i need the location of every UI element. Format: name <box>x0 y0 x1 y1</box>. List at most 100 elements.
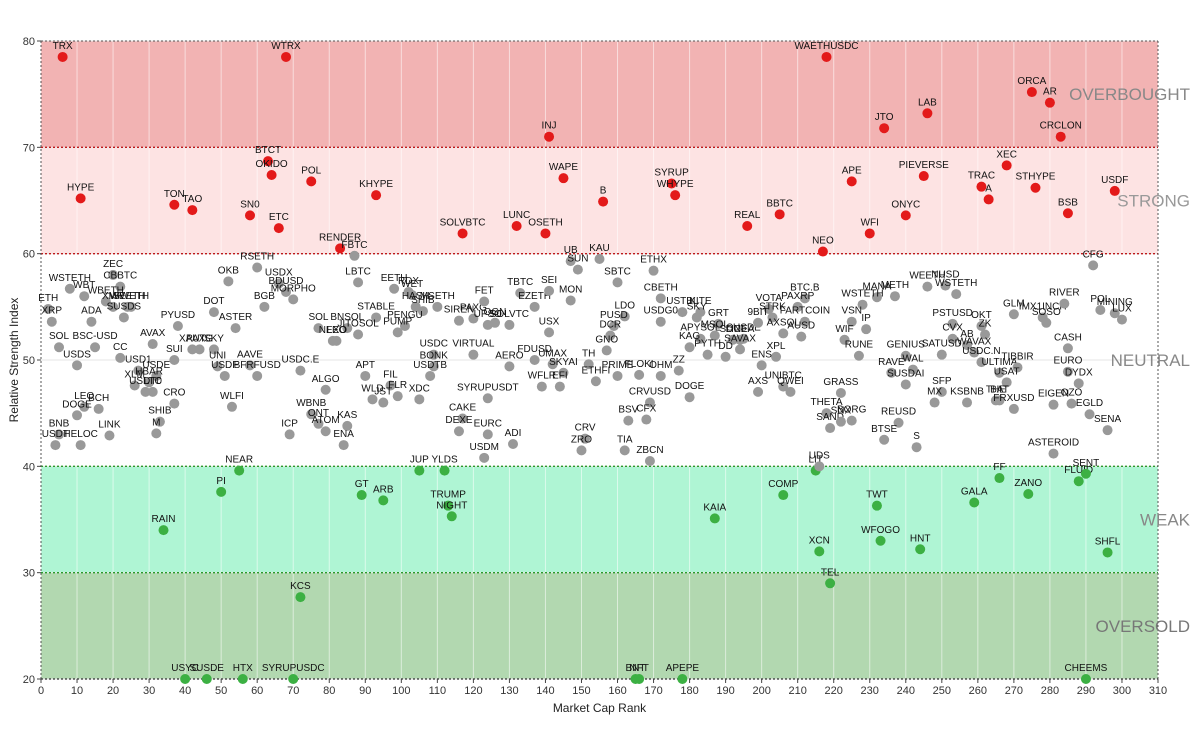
point-label-linea: LINEA <box>726 324 755 335</box>
point-bnsol <box>342 323 353 334</box>
point-wtrx <box>281 51 292 62</box>
point-label-bnb: BNB <box>49 418 70 429</box>
point-wape <box>558 173 569 184</box>
point-label-eeth: EETH <box>381 273 408 284</box>
point-xec <box>1001 160 1012 171</box>
point-aero <box>504 361 515 372</box>
point-label-rain: RAIN <box>152 514 176 525</box>
point-nexo <box>327 335 338 346</box>
point-label-weeth2: WEETH <box>909 271 945 282</box>
point-dydx <box>1073 378 1084 389</box>
point-label-umax: UMAX <box>538 348 567 359</box>
point-sena <box>1102 425 1113 436</box>
point-label-ustbl: USTBL <box>666 296 699 307</box>
point-label-onyc: ONYC <box>891 199 920 210</box>
point-htx <box>237 674 248 684</box>
point-label-arb: ARB <box>373 484 394 495</box>
point-zz <box>673 365 684 376</box>
point-lbtc <box>353 277 364 288</box>
point-sdcl <box>727 334 738 345</box>
point-pyth <box>702 349 713 360</box>
point-label-ab: AB <box>960 329 974 340</box>
point-label-cvx: CVX <box>942 323 963 334</box>
point-usdc-n <box>976 357 987 368</box>
point-label-unibtc: UNIBTC <box>765 371 802 382</box>
point-fluid <box>1073 476 1084 487</box>
point-label-avax: AVAX <box>140 328 166 339</box>
point-label-usyc: USYC <box>171 663 199 674</box>
point-doge <box>72 410 83 421</box>
point-wsteth3 <box>951 289 962 300</box>
point-label-wtrx: WTRX <box>271 41 301 52</box>
point-nft <box>634 674 645 684</box>
point-th <box>583 359 594 370</box>
point-label-link: LINK <box>98 419 121 430</box>
point-label-lunc: LUNC <box>503 210 530 221</box>
point-usde <box>151 370 162 381</box>
point-label-usds: USDS <box>63 349 91 360</box>
point-label-gno: GNO <box>595 334 618 345</box>
point-ustbl <box>677 307 688 318</box>
point-label-ezeth: EZETH <box>518 291 551 302</box>
point-label-kas: KAS <box>337 410 357 421</box>
point-bbtc <box>774 209 785 220</box>
point-axs <box>753 386 764 397</box>
point-xmr <box>108 301 119 312</box>
point-label-sn0: SN0 <box>240 199 260 210</box>
point-label-solvbtc: SOLVBTC <box>440 217 486 228</box>
point-fet <box>479 296 490 307</box>
point-syrup <box>666 178 677 189</box>
point-soso <box>1041 317 1052 328</box>
point-mon <box>565 295 576 306</box>
point-bonk <box>428 361 439 372</box>
point-label-bdusd: BDUSD <box>269 276 304 287</box>
x-tick-label: 140 <box>536 685 554 697</box>
point-label-soso: SOSO <box>1032 307 1061 318</box>
y-axis-ticks: 20 30 40 50 60 70 80 <box>23 36 41 686</box>
point-aave <box>244 360 255 371</box>
zone-overbought <box>41 41 1158 148</box>
point-unibtc <box>778 381 789 392</box>
point-ena <box>338 440 349 451</box>
point-label-real: REAL <box>734 210 761 221</box>
point-cfx <box>641 414 652 425</box>
point-a <box>983 194 994 205</box>
point-label-prime: PRIME <box>602 360 634 371</box>
point-label-paxg2: PAXG <box>460 303 487 314</box>
point-btc-b <box>799 293 810 304</box>
point-usat <box>1001 377 1012 388</box>
point-label-usdf: USDF <box>211 360 238 371</box>
point-dcr <box>605 330 616 341</box>
point-label-lit: LIT <box>808 455 822 466</box>
point-label-jto: JTO <box>875 112 894 123</box>
point-label-pyth: PYTH <box>694 339 721 350</box>
point-bsc-usd <box>90 342 101 353</box>
point-tao <box>187 205 198 216</box>
point-wfogo <box>875 535 886 546</box>
point-usdf <box>219 370 230 381</box>
point-wavax <box>969 347 980 358</box>
x-axis-ticks: 0 10 20 30 40 50 60 70 80 90 100 110 120 130 140 150 160… <box>38 679 1167 697</box>
point-aster <box>230 323 241 334</box>
point-tbtc <box>515 288 526 299</box>
point-label-uds: UDS <box>809 450 830 461</box>
point-label-bbtc: BBTC <box>766 198 793 209</box>
point-vota <box>763 303 774 314</box>
point-stable <box>371 312 382 323</box>
point-sent <box>1080 468 1091 479</box>
point-label-xrp: XRP <box>42 306 63 317</box>
point-rdx <box>403 286 414 297</box>
y-tick-label: 40 <box>23 461 35 473</box>
point-mx <box>929 397 940 408</box>
grid-lines <box>40 40 1159 680</box>
point-label-inj: INJ <box>542 121 557 132</box>
point-label-grt: GRT <box>708 308 729 319</box>
point-kaia <box>709 513 720 524</box>
point-real <box>742 221 753 232</box>
point-label-zano: ZANO <box>1014 478 1042 489</box>
point-sol <box>54 342 65 353</box>
point-label-apt: APT <box>356 360 375 371</box>
point-label-oseth: OSETH <box>528 217 562 228</box>
point-dexe <box>453 426 464 437</box>
x-tick-label: 110 <box>429 685 447 697</box>
